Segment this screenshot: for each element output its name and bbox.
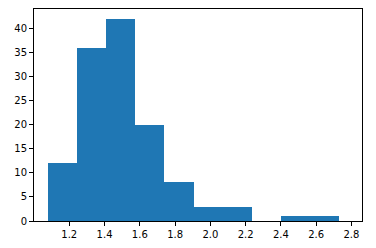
svg-text:2.6: 2.6 [308, 229, 324, 240]
svg-text:30: 30 [14, 71, 27, 82]
svg-text:40: 40 [14, 23, 27, 34]
svg-text:1.2: 1.2 [61, 229, 77, 240]
svg-text:0: 0 [21, 216, 27, 227]
svg-text:2.4: 2.4 [273, 229, 289, 240]
svg-text:5: 5 [21, 191, 27, 202]
svg-text:25: 25 [14, 95, 27, 106]
svg-text:2.0: 2.0 [202, 229, 218, 240]
svg-text:35: 35 [14, 47, 27, 58]
svg-text:1.8: 1.8 [167, 229, 183, 240]
svg-text:1.4: 1.4 [97, 229, 113, 240]
svg-text:2.2: 2.2 [238, 229, 254, 240]
svg-text:2.8: 2.8 [343, 229, 359, 240]
svg-text:1.6: 1.6 [132, 229, 148, 240]
svg-text:20: 20 [14, 119, 27, 130]
svg-text:15: 15 [14, 143, 27, 154]
svg-text:10: 10 [14, 167, 27, 178]
